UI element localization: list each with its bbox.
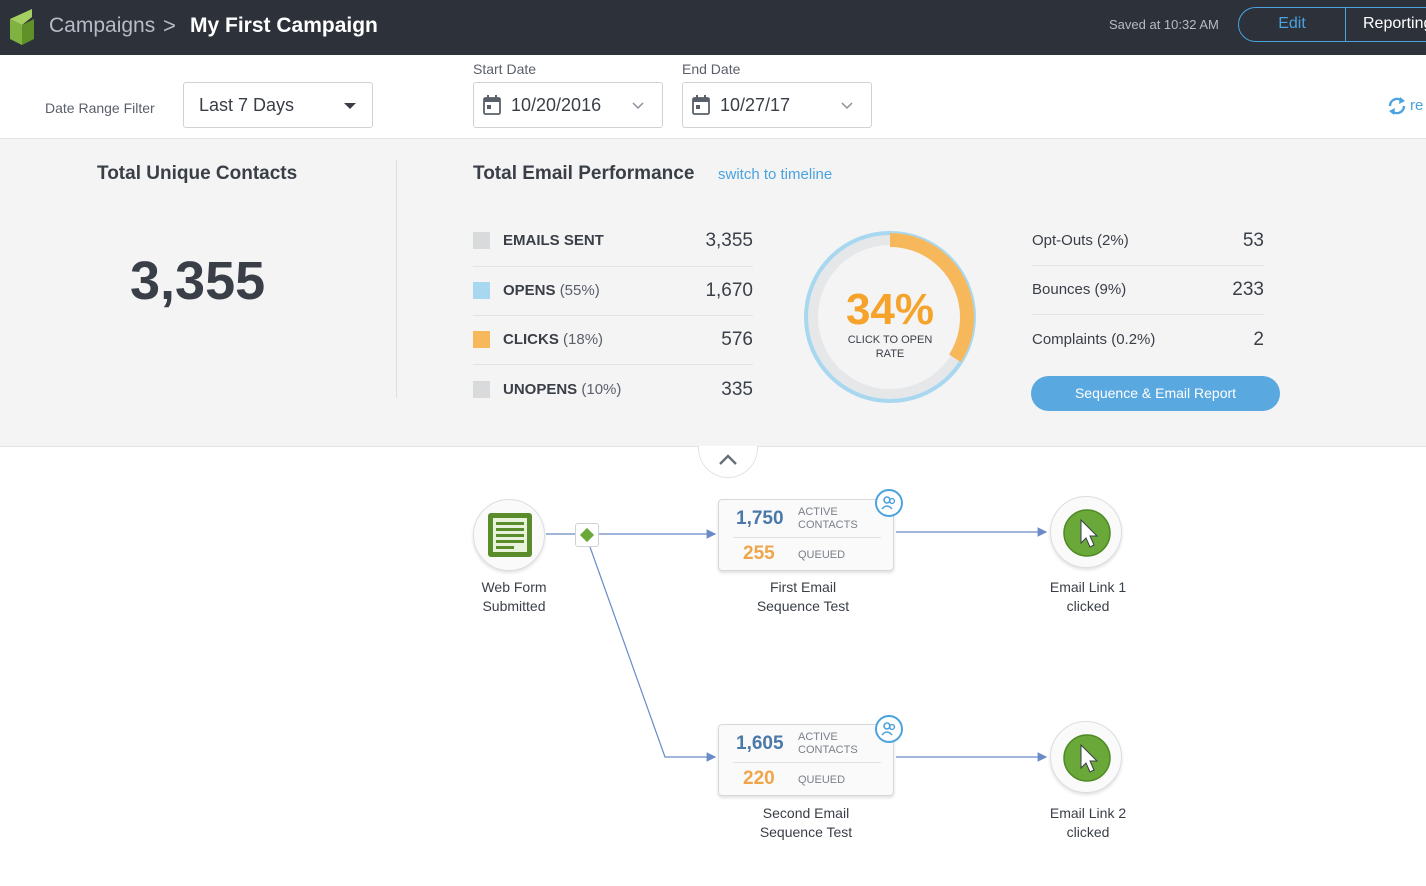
contacts-icon (881, 496, 896, 510)
stats-divider (396, 160, 397, 398)
web-form-icon (488, 513, 532, 557)
donut-caption-line1: CLICK TO OPEN (848, 334, 933, 346)
metric-row-unopens: UNOPENS (10%) 335 (473, 379, 753, 421)
calendar-icon (483, 95, 501, 115)
connector-split-seq2 (589, 546, 717, 762)
contacts-badge[interactable] (875, 715, 903, 743)
trigger-label: Web Form Submitted (481, 579, 547, 614)
complaints-label: Complaints (0.2%) (1032, 331, 1156, 348)
start-date-picker[interactable]: 10/20/2016 (473, 82, 663, 128)
breadcrumb-separator: > (163, 13, 176, 38)
sequence-email-report-button[interactable]: Sequence & Email Report (1031, 376, 1280, 411)
legend-swatch (473, 331, 490, 348)
campaign-title: My First Campaign (190, 14, 378, 37)
end-date-picker[interactable]: 10/27/17 (682, 82, 872, 128)
app-logo-icon[interactable] (10, 9, 34, 45)
saved-status: Saved at 10:32 AM (1109, 17, 1219, 32)
top-bar: Campaigns > My First Campaign Saved at 1… (0, 0, 1426, 55)
diamond-icon (579, 527, 595, 543)
metric-value: 335 (721, 379, 753, 400)
goal-label: Email Link 2 clicked (1049, 805, 1127, 840)
contacts-badge[interactable] (875, 489, 903, 517)
complaints-value: 2 (1253, 329, 1264, 350)
start-date-label: Start Date (473, 61, 537, 77)
chevron-down-icon (632, 102, 644, 110)
card-divider (733, 762, 881, 763)
sequence-card[interactable]: 1,750 ACTIVE CONTACTS 255 QUEUED (718, 499, 894, 571)
end-date-label: End Date (682, 61, 741, 77)
active-contacts-label: ACTIVE CONTACTS (798, 731, 858, 756)
breadcrumb-campaigns-link[interactable]: Campaigns (49, 14, 156, 37)
web-form-trigger-node[interactable] (473, 499, 545, 571)
cursor-click-icon (1063, 509, 1111, 557)
bounces-label: Bounces (9%) (1032, 281, 1127, 298)
caret-down-icon (344, 103, 356, 109)
legend-swatch (473, 282, 490, 299)
queued-count: 220 (743, 768, 775, 789)
donut-percent: 34% (846, 285, 934, 334)
row-divider (1032, 314, 1264, 315)
queued-label: QUEUED (798, 774, 846, 786)
metric-value: 576 (721, 329, 753, 350)
sequence-label: Second Email Sequence Test (759, 805, 853, 840)
start-date-value: 10/20/2016 (511, 95, 602, 115)
metric-value: 1,670 (705, 280, 753, 301)
active-contacts-label: ACTIVE CONTACTS (798, 506, 858, 531)
opt-outs-value: 53 (1242, 230, 1264, 251)
card-divider (733, 537, 881, 538)
row-divider (473, 364, 753, 365)
metric-row-emails-sent: EMAILS SENT 3,355 (473, 230, 753, 272)
sequence-card[interactable]: 1,605 ACTIVE CONTACTS 220 QUEUED (718, 724, 894, 796)
donut-clicks-arc (806, 233, 974, 401)
opt-outs-label: Opt-Outs (2%) (1032, 232, 1129, 249)
metric-name: EMAILS SENT (503, 232, 604, 249)
legend-swatch (473, 381, 490, 398)
metric-value: 3,355 (705, 230, 753, 251)
end-date-value: 10/27/17 (720, 95, 791, 115)
reporting-button[interactable]: Reporting (1345, 7, 1426, 42)
switch-to-timeline-link[interactable]: switch to timeline (718, 166, 833, 183)
chevron-down-icon (841, 102, 853, 110)
click-to-open-donut: 34% CLICK TO OPEN RATE (804, 231, 976, 403)
queued-label: QUEUED (798, 549, 846, 561)
legend-swatch (473, 232, 490, 249)
sequence-label: First Email Sequence Test (756, 579, 850, 614)
unique-contacts-count: 3,355 (130, 251, 266, 311)
refresh-link[interactable]: re (1410, 97, 1424, 114)
split-node[interactable] (575, 523, 599, 547)
donut-caption-line2: RATE (876, 348, 905, 360)
goal-node[interactable] (1050, 496, 1122, 568)
active-contacts-count: 1,750 (736, 508, 784, 529)
active-contacts-count: 1,605 (736, 733, 784, 754)
row-divider (1032, 265, 1264, 266)
email-performance-title: Total Email Performance (473, 163, 695, 184)
date-range-filter-label: Date Range Filter (45, 100, 155, 116)
row-divider (473, 266, 753, 267)
metric-row-opens: OPENS (55%) 1,670 (473, 280, 753, 322)
metric-name: OPENS (55%) (503, 282, 600, 299)
collapse-stats-toggle[interactable] (698, 446, 758, 478)
calendar-icon (692, 95, 710, 115)
chevron-up-icon (719, 454, 737, 465)
queued-count: 255 (743, 543, 775, 564)
bounces-value: 233 (1232, 279, 1264, 300)
row-divider (473, 315, 753, 316)
edit-button[interactable]: Edit (1238, 7, 1346, 42)
metric-name: CLICKS (18%) (503, 331, 604, 348)
date-range-select[interactable]: Last 7 Days (183, 82, 373, 128)
metric-row-clicks: CLICKS (18%) 576 (473, 329, 753, 371)
refresh-icon[interactable] (1386, 95, 1408, 117)
cursor-click-icon (1063, 734, 1111, 782)
goal-node[interactable] (1050, 721, 1122, 793)
unique-contacts-title: Total Unique Contacts (97, 163, 298, 184)
metric-name: UNOPENS (10%) (503, 381, 622, 398)
date-range-value: Last 7 Days (199, 95, 295, 115)
contacts-icon (881, 722, 896, 736)
goal-label: Email Link 1 clicked (1049, 579, 1127, 614)
